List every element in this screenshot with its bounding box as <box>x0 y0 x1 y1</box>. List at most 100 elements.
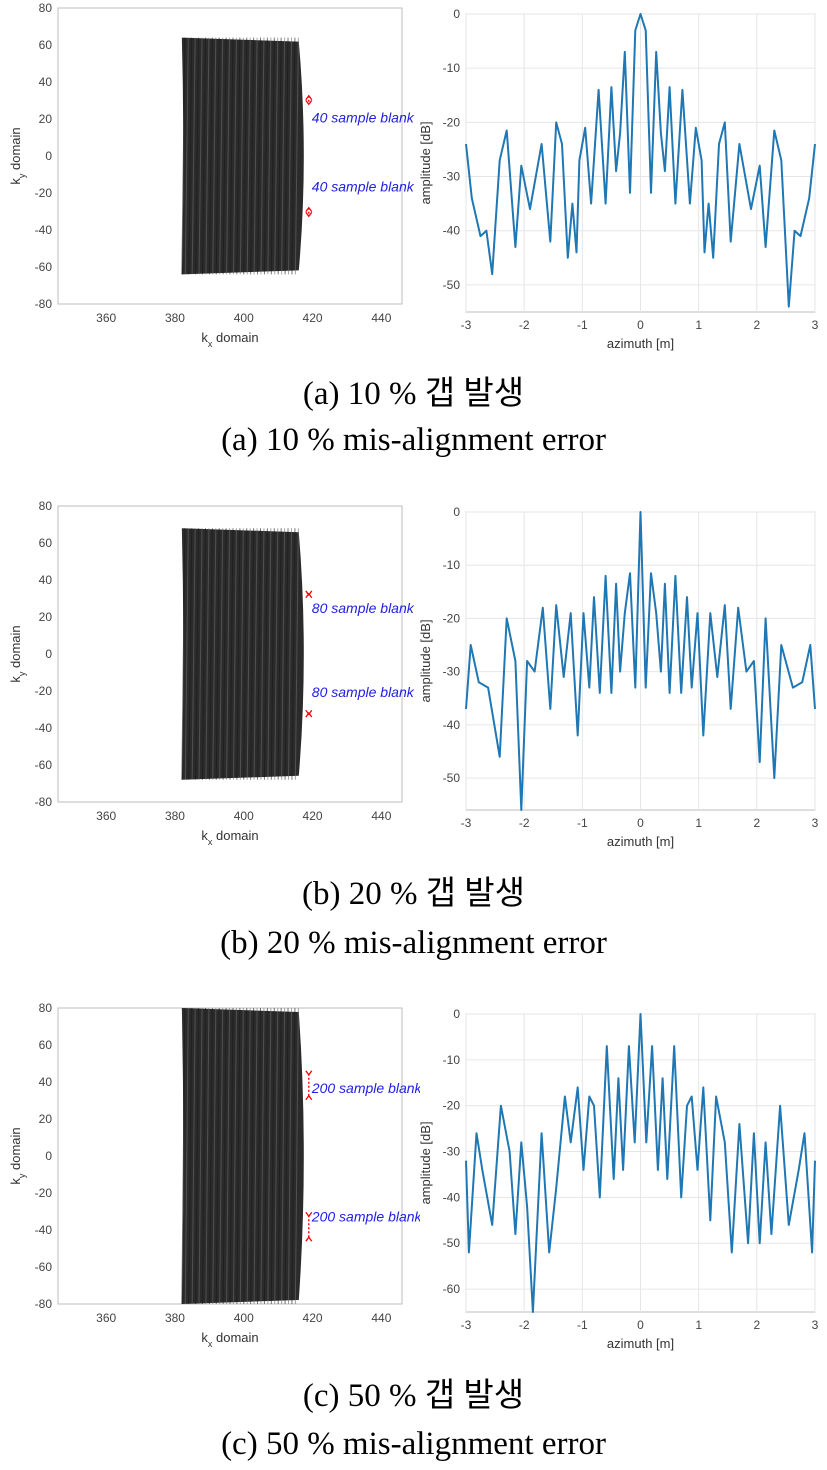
kspace-fringe-line <box>267 528 272 780</box>
kspace-fringe-line <box>239 1007 244 1305</box>
blank-label: 200 sample blank <box>311 1208 420 1224</box>
kspace-fringe-line <box>287 528 292 780</box>
kspace-fringe-line <box>215 1007 220 1305</box>
kspace-fringe-line <box>239 37 244 275</box>
kspace-fringe-line <box>253 1007 258 1305</box>
x-tick-label: 400 <box>234 1311 254 1325</box>
x-tick-label: 1 <box>695 1318 702 1332</box>
kspace-fringe-line <box>191 528 196 780</box>
kspace-fringe-line <box>222 37 227 275</box>
y-tick-label: -50 <box>443 771 461 785</box>
x-tick-label: 440 <box>371 809 391 823</box>
kspace-fringe-line <box>287 37 292 275</box>
y-tick-label: -10 <box>443 1053 461 1067</box>
kspace-fringe-line <box>184 37 189 275</box>
kspace-fringe-line <box>236 528 241 780</box>
kspace-fringe-line <box>257 37 262 275</box>
kspace-fringe-line <box>188 37 193 275</box>
kspace-fringe-line <box>294 528 299 780</box>
kspace-fringe-line <box>243 1007 248 1305</box>
x-tick-label: 3 <box>812 318 819 332</box>
y-tick-label: -50 <box>443 1236 461 1250</box>
y-tick-label: -40 <box>35 223 53 237</box>
kspace-fringe-line <box>201 37 206 275</box>
caption-en-a: (a) 10 % mis-alignment error <box>221 422 606 458</box>
kspace-fringe-line <box>291 1007 296 1305</box>
kspace-fringe-line <box>208 1007 213 1305</box>
kspace-fringe-line <box>287 1007 292 1305</box>
kspace-fringe-line <box>277 1007 282 1305</box>
x-tick-label: 400 <box>234 809 254 823</box>
kspace-fringe-line <box>257 1007 262 1305</box>
kspace-fringe-line <box>263 528 268 780</box>
x-tick-label: 360 <box>96 1311 116 1325</box>
y-tick-label: 40 <box>39 573 53 587</box>
y-tick-label: -20 <box>35 684 53 698</box>
kspace-fringe-line <box>232 1007 237 1305</box>
kspace-fringe-line <box>191 1007 196 1305</box>
x-tick-label: 420 <box>303 1311 323 1325</box>
x-tick-label: 1 <box>695 816 702 830</box>
kspace-fringe-line <box>246 1007 251 1305</box>
kspace-fringe-line <box>181 528 186 780</box>
kspace-fringe-line <box>260 1007 265 1305</box>
kspace-fringe-line <box>205 1007 210 1305</box>
y-tick-label: -40 <box>35 1223 53 1237</box>
x-tick-label: 440 <box>371 311 391 325</box>
kspace-fringe-line <box>219 1007 224 1305</box>
kspace-fringe-line <box>226 1007 231 1305</box>
kspace-support <box>181 37 304 275</box>
kspace-fringe-line <box>198 37 203 275</box>
kspace-fringe-line <box>246 37 251 275</box>
kspace-fringe-line <box>236 37 241 275</box>
x-axis-label: azimuth [m] <box>607 336 674 351</box>
kspace-plot-b: -80 -60 -40 -20 0 20 40 60 80 360 380 400 420 440 ky d… <box>8 499 415 847</box>
kspace-fringe-line <box>219 528 224 780</box>
y-tick-label: -20 <box>443 115 461 129</box>
y-tick-label: 80 <box>39 1001 53 1015</box>
blank-label: 80 sample blank <box>312 684 415 700</box>
x-tick-label: -2 <box>519 816 530 830</box>
y-tick-label: 0 <box>453 1007 460 1021</box>
x-tick-label: -2 <box>519 318 530 332</box>
kspace-fringe-line <box>188 1007 193 1305</box>
kspace-fringe-line <box>274 37 279 275</box>
kspace-support <box>181 1007 304 1305</box>
kspace-fringe-line <box>184 1007 189 1305</box>
x-axis-label: kx domain <box>201 1330 258 1349</box>
x-tick-label: 380 <box>165 311 185 325</box>
y-tick-label: 60 <box>39 1038 53 1052</box>
y-tick-label: -60 <box>35 1260 53 1274</box>
kspace-fringe-line <box>294 37 299 275</box>
kspace-fringe-line <box>281 37 286 275</box>
kspace-fringe-line <box>181 1007 186 1305</box>
y-tick-label: 0 <box>45 647 52 661</box>
kspace-fringe-line <box>201 1007 206 1305</box>
blank-arrow-head <box>305 99 313 106</box>
y-tick-label: -40 <box>443 224 461 238</box>
x-tick-label: -1 <box>577 318 588 332</box>
kspace-fringe-line <box>274 1007 279 1305</box>
blank-arrow-head <box>305 592 313 599</box>
kspace-fringe-line <box>284 528 289 780</box>
blank-arrow-head <box>305 94 313 101</box>
y-tick-label: 20 <box>39 112 53 126</box>
caption-ko-c: (c) 50 % 갭 발생 <box>302 1378 525 1414</box>
y-tick-label: 40 <box>39 1075 53 1089</box>
kspace-fringe-line <box>270 37 275 275</box>
y-tick-label: 80 <box>39 1 53 15</box>
y-tick-label: -80 <box>35 297 53 311</box>
kspace-fringe-line <box>267 37 272 275</box>
y-tick-label: 60 <box>39 536 53 550</box>
kspace-fringe-line <box>232 528 237 780</box>
y-tick-label: -20 <box>35 186 53 200</box>
kspace-fringe-line <box>260 37 265 275</box>
kspace-fringe-line <box>195 37 200 275</box>
y-tick-label: -30 <box>443 170 461 184</box>
x-tick-label: -3 <box>461 318 472 332</box>
caption-ko-b: (b) 20 % 갭 발생 <box>301 876 526 912</box>
y-tick-label: 40 <box>39 75 53 89</box>
kspace-fringe-line <box>191 37 196 275</box>
